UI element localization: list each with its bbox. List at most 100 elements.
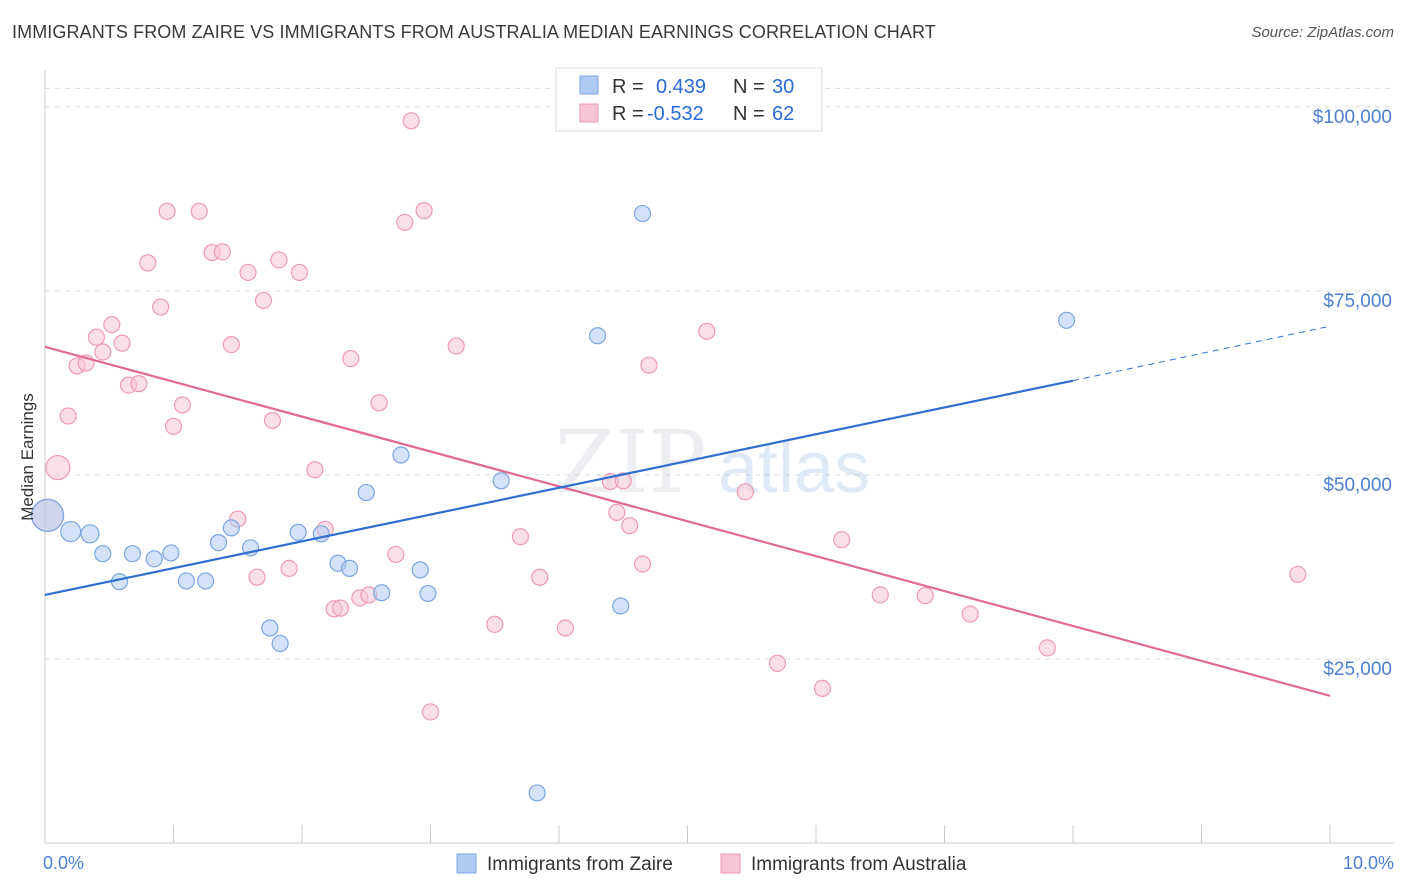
bottom-legend-swatch-australia [720,853,741,874]
australia-trend-line [44,345,1331,697]
australia-point [608,503,626,522]
australia-point [263,411,282,430]
australia-point [113,334,131,352]
australia-point [768,654,787,672]
legend-zaire-n-label: N = [733,76,765,98]
source-label: Source: ZipAtlas.com [1251,24,1394,41]
australia-point [447,337,465,355]
australia-point [370,394,388,412]
australia-point [698,322,716,340]
x-tick-label: 0.0% [43,853,84,873]
x-tick-label: 10.0% [1343,853,1394,873]
zaire-point [60,520,82,543]
zaire-point [289,523,307,541]
zaire-point [80,524,100,544]
y-tick-label: $100,000 [1313,107,1392,128]
legend-box [555,67,823,132]
zaire-point [123,545,141,563]
zaire-point [411,561,429,579]
bottom-legend-swatch-zaire [456,853,477,874]
legend-australia-n-value: 62 [772,103,794,125]
zaire-point [197,572,215,590]
australia-point [531,568,549,586]
australia-point [342,349,360,368]
bottom-legend-label-australia: Immigrants from Australia [751,854,967,875]
bottom-legend-label-zaire: Immigrants from Zaire [487,854,673,875]
zaire-point [588,327,607,345]
watermark-zip: ZIP [555,413,707,513]
zaire-trend-extension [1072,325,1331,382]
trend-lines [44,325,1331,697]
x-tick-labels: 0.0% 10.0% [43,853,1394,873]
australia-point [239,263,257,282]
australia-point [254,291,273,310]
australia-point [103,316,121,334]
zaire-point [261,619,279,637]
australia-point [486,615,504,633]
zaire-point [145,550,163,568]
australia-point [248,568,266,586]
legend-swatch-australia [579,103,599,123]
australia-point [833,531,851,549]
legend-australia-r-label: R = [612,103,644,125]
zaire-point [492,472,510,490]
australia-point [396,213,414,231]
australia-point [280,559,298,578]
australia-point [331,599,350,617]
watermark: ZIP atlas [555,413,870,513]
australia-point [640,356,658,374]
australia-point [916,587,934,605]
zaire-point [1057,311,1076,329]
axes [44,70,1394,844]
australia-point [415,202,433,220]
australia-point [290,263,309,282]
australia-point [164,417,183,435]
legend-zaire-r-value: 0.439 [656,76,706,98]
zaire-points [30,204,1076,802]
australia-point [633,555,652,573]
zaire-point [612,597,630,615]
australia-point [306,461,324,479]
y-tick-label: $25,000 [1323,659,1392,680]
legend-australia-n-label: N = [733,103,765,125]
y-axis-title: Median Earnings [18,393,37,521]
australia-point [152,298,170,316]
australia-point [556,619,575,637]
australia-point [421,703,440,721]
chart-title: IMMIGRANTS FROM ZAIRE VS IMMIGRANTS FROM… [12,22,936,42]
australia-point [270,251,288,269]
zaire-point [94,545,112,563]
australia-point [130,375,148,393]
zaire-point [373,584,391,602]
australia-point [59,407,77,425]
zaire-point [633,204,652,223]
zaire-point [162,544,180,562]
australia-point [511,528,530,546]
zaire-point [271,634,289,653]
grid [45,87,1394,660]
bottom-legend: Immigrants from Zaire Immigrants from Au… [456,853,967,875]
zaire-point [528,784,546,802]
australia-point [190,202,208,220]
zaire-trend-line [44,379,1074,596]
australia-point [871,586,889,604]
australia-point [213,243,231,261]
zaire-point [340,559,359,578]
australia-point [621,517,639,535]
australia-point [158,202,176,220]
australia-point [402,112,420,130]
y-tick-label: $50,000 [1323,475,1392,496]
australia-point [813,679,832,698]
australia-point [1038,639,1056,657]
legend-swatch-zaire [579,75,599,95]
zaire-point [209,534,228,552]
australia-point [736,483,754,501]
legend-zaire-n-value: 30 [772,76,794,98]
australia-point [222,335,240,354]
zaire-point [222,519,240,537]
legend-zaire-r-label: R = [612,76,644,98]
zaire-point [357,483,375,502]
australia-point [45,454,71,481]
legend: R = 0.439 N = 30 R = -0.532 N = 62 [555,67,823,132]
australia-point [173,396,192,414]
